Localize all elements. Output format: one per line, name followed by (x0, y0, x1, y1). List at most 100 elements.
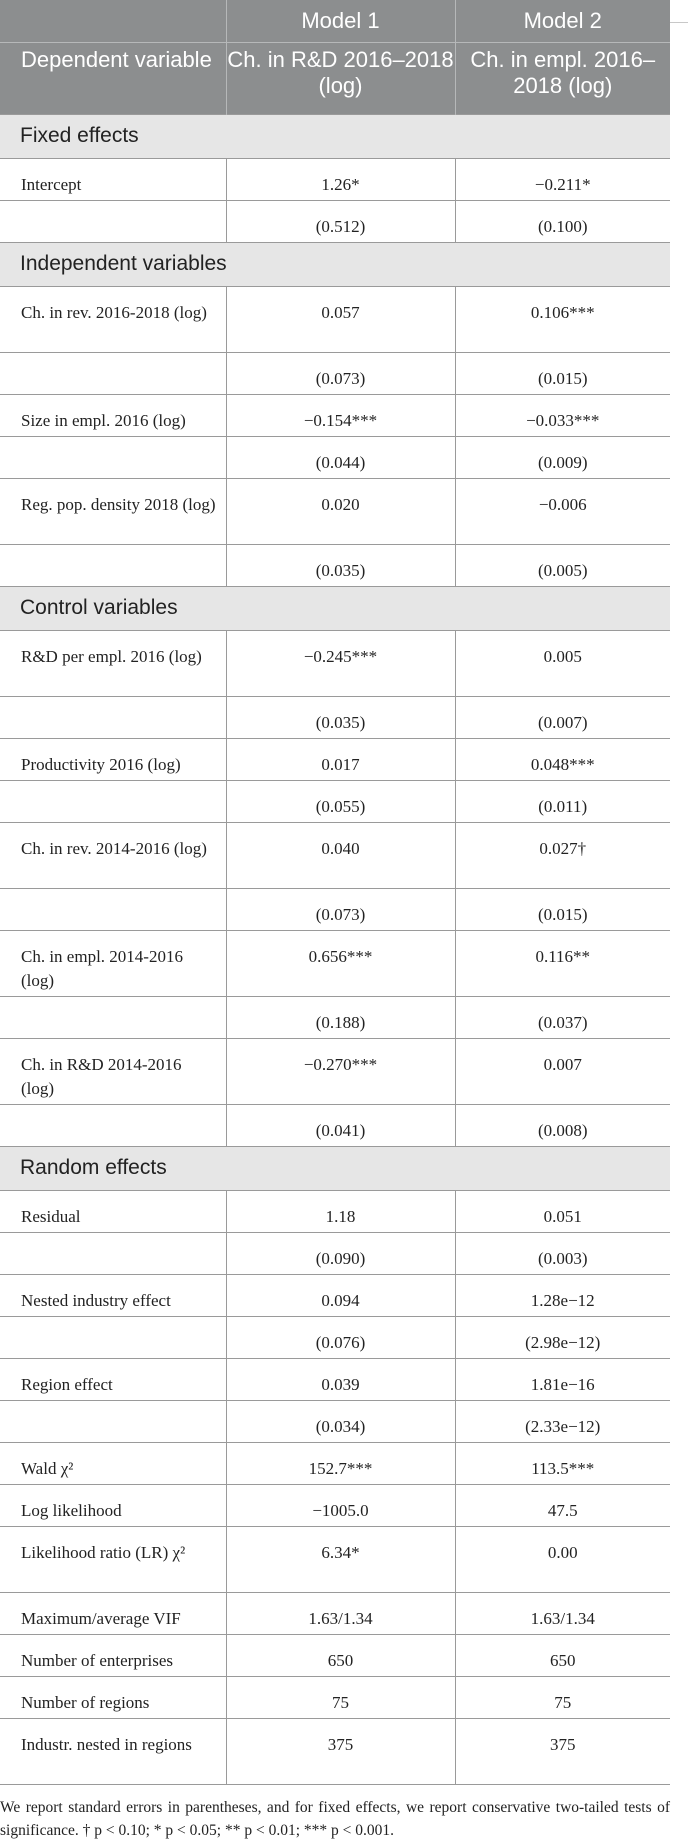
table-row: (0.512) (0.100) (0, 199, 670, 243)
model-2-value: (0.100) (454, 199, 670, 243)
model-2-value: 47.5 (454, 1483, 670, 1527)
model-2-value: 0.051 (454, 1189, 670, 1233)
row-label (0, 1399, 227, 1443)
row-label: Productivity 2016 (log) (0, 737, 227, 781)
model-1-value: (0.073) (225, 351, 456, 395)
table-row: Productivity 2016 (log) 0.017 0.048*** (0, 737, 670, 781)
table-row: Log likelihood −1005.0 47.5 (0, 1483, 670, 1527)
table-row: Number of regions 75 75 (0, 1675, 670, 1719)
row-label: Size in empl. 2016 (log) (0, 393, 227, 437)
table-row: Ch. in R&D 2014-2016 (log) −0.270*** 0.007 (0, 1037, 670, 1105)
model-1-value: (0.090) (225, 1231, 456, 1275)
table-row: Intercept 1.26* −0.211* (0, 157, 670, 201)
row-label: Log likelihood (0, 1483, 227, 1527)
model-2-value: 375 (454, 1717, 670, 1785)
section-title: Independent variables (0, 241, 670, 287)
model-1-value: (0.055) (225, 779, 456, 823)
footnote-text: We report standard errors in parentheses… (0, 1799, 670, 1839)
table-row: R&D per empl. 2016 (log) −0.245*** 0.005 (0, 629, 670, 697)
section-header: Random effects (0, 1145, 670, 1191)
row-label: Maximum/average VIF (0, 1591, 227, 1635)
row-label (0, 1315, 227, 1359)
model-2-value: 1.28e−12 (454, 1273, 670, 1317)
model-1-value: 0.017 (225, 737, 456, 781)
row-label: Wald χ² (0, 1441, 227, 1485)
header-dv-model-2: Ch. in empl. 2016–2018 (log) (455, 41, 670, 114)
row-label (0, 435, 227, 479)
row-label (0, 1103, 227, 1147)
table-row: Likelihood ratio (LR) χ² 6.34* 0.00 (0, 1525, 670, 1593)
model-1-value: (0.035) (225, 543, 456, 587)
row-label: Likelihood ratio (LR) χ² (0, 1525, 227, 1593)
model-1-value: (0.512) (225, 199, 456, 243)
table-row: Industr. nested in regions 375 375 (0, 1717, 670, 1785)
row-label: Industr. nested in regions (0, 1717, 227, 1785)
model-2-value: (0.015) (454, 887, 670, 931)
model-1-value: −0.154*** (225, 393, 456, 437)
model-1-value: 152.7*** (225, 1441, 456, 1485)
row-label (0, 995, 227, 1039)
model-1-value: (0.034) (225, 1399, 456, 1443)
row-label (0, 1231, 227, 1275)
table-row: Wald χ² 152.7*** 113.5*** (0, 1441, 670, 1485)
model-1-value: (0.041) (225, 1103, 456, 1147)
table-row: Nested industry effect 0.094 1.28e−12 (0, 1273, 670, 1317)
table-row: Ch. in rev. 2016-2018 (log) 0.057 0.106*** (0, 285, 670, 353)
regression-table: Model 1 Model 2 Dependent variable Ch. i… (0, 0, 670, 1785)
row-label (0, 199, 227, 243)
model-2-value: −0.211* (454, 157, 670, 201)
model-2-value: (0.007) (454, 695, 670, 739)
model-1-value: 1.26* (225, 157, 456, 201)
model-2-value: 0.106*** (454, 285, 670, 353)
model-1-value: 75 (225, 1675, 456, 1719)
section-header: Fixed effects (0, 113, 670, 159)
model-1-value: −0.245*** (225, 629, 456, 697)
header-overflow-line (670, 22, 688, 23)
model-1-value: 1.63/1.34 (225, 1591, 456, 1635)
model-2-value: (2.98e−12) (454, 1315, 670, 1359)
model-2-value: (0.011) (454, 779, 670, 823)
row-label: Number of enterprises (0, 1633, 227, 1677)
model-2-value: 0.116** (454, 929, 670, 997)
table-row: (0.055) (0.011) (0, 779, 670, 823)
table-row: Size in empl. 2016 (log) −0.154*** −0.033*… (0, 393, 670, 437)
model-2-value: 0.048*** (454, 737, 670, 781)
table-body: Fixed effects Intercept 1.26* −0.211* (0.512… (0, 113, 670, 1785)
table-row: Region effect 0.039 1.81e−16 (0, 1357, 670, 1401)
table-row: Reg. pop. density 2018 (log) 0.020 −0.006 (0, 477, 670, 545)
model-1-value: (0.188) (225, 995, 456, 1039)
header-row-models: Model 1 Model 2 (0, 0, 670, 42)
model-1-value: 650 (225, 1633, 456, 1677)
model-2-value: (0.003) (454, 1231, 670, 1275)
table-row: (0.073) (0.015) (0, 351, 670, 395)
section-title: Control variables (0, 585, 670, 631)
model-2-value: (2.33e−12) (454, 1399, 670, 1443)
model-1-value: (0.035) (225, 695, 456, 739)
model-2-value: 113.5*** (454, 1441, 670, 1485)
row-label: R&D per empl. 2016 (log) (0, 629, 227, 697)
model-1-value: 0.656*** (225, 929, 456, 997)
table-row: Number of enterprises 650 650 (0, 1633, 670, 1677)
header-dv-model-1: Ch. in R&D 2016–2018 (log) (226, 41, 456, 114)
model-1-value: 0.020 (225, 477, 456, 545)
model-1-value: (0.073) (225, 887, 456, 931)
row-label: Nested industry effect (0, 1273, 227, 1317)
row-label: Ch. in R&D 2014-2016 (log) (0, 1037, 227, 1105)
table-row: (0.041) (0.008) (0, 1103, 670, 1147)
table-row: (0.044) (0.009) (0, 435, 670, 479)
row-label (0, 695, 227, 739)
model-2-value: 0.007 (454, 1037, 670, 1105)
regression-table-container: Model 1 Model 2 Dependent variable Ch. i… (0, 0, 670, 1785)
model-2-value: −0.006 (454, 477, 670, 545)
header-row-dependent: Dependent variable Ch. in R&D 2016–2018 … (0, 41, 670, 114)
model-1-value: −1005.0 (225, 1483, 456, 1527)
table-row: (0.035) (0.005) (0, 543, 670, 587)
model-2-value: (0.015) (454, 351, 670, 395)
model-2-value: −0.033*** (454, 393, 670, 437)
row-label: Intercept (0, 157, 227, 201)
row-label: Number of regions (0, 1675, 227, 1719)
header-corner (0, 0, 227, 42)
model-1-value: 375 (225, 1717, 456, 1785)
table-row: Ch. in rev. 2014-2016 (log) 0.040 0.027† (0, 821, 670, 889)
model-1-value: −0.270*** (225, 1037, 456, 1105)
